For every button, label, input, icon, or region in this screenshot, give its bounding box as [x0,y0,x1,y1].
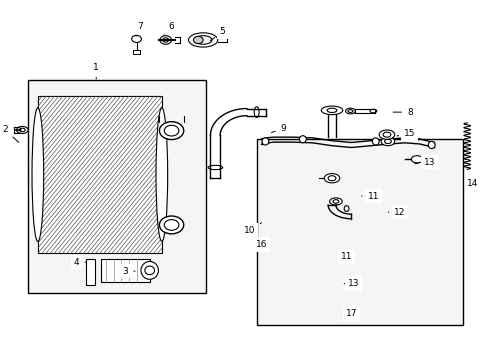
Ellipse shape [299,136,305,143]
Ellipse shape [17,126,28,134]
Text: 2: 2 [2,126,19,143]
Ellipse shape [378,130,394,139]
Text: 13: 13 [344,279,359,288]
Text: 7: 7 [136,22,142,36]
Ellipse shape [193,36,203,44]
Bar [38,96,162,253]
Ellipse shape [427,141,434,149]
Text: 11: 11 [340,252,352,261]
Text: 10: 10 [243,223,261,234]
Text: 11: 11 [361,192,378,201]
Ellipse shape [327,176,335,181]
Text: 1: 1 [93,63,99,79]
Ellipse shape [326,108,336,112]
Ellipse shape [324,174,339,183]
Text: 17: 17 [345,310,357,319]
Text: 16: 16 [255,240,267,249]
Ellipse shape [163,38,168,42]
Text: 15: 15 [396,129,415,138]
Ellipse shape [380,137,394,146]
Ellipse shape [159,122,183,140]
Ellipse shape [160,36,171,44]
Ellipse shape [188,33,217,47]
Ellipse shape [159,216,183,234]
Ellipse shape [384,139,390,144]
Text: 6: 6 [163,22,174,35]
Ellipse shape [410,156,422,163]
Text: 8: 8 [392,108,412,117]
Ellipse shape [345,108,355,114]
Ellipse shape [194,36,211,44]
Text: 12: 12 [387,208,405,217]
Ellipse shape [332,200,338,203]
Text: 9: 9 [271,124,285,133]
Text: 5: 5 [210,27,225,41]
Ellipse shape [131,35,141,42]
Ellipse shape [164,125,179,136]
Ellipse shape [156,108,167,242]
Bar [86,258,95,285]
Ellipse shape [164,220,179,230]
Bar [28,80,205,293]
Text: 13: 13 [414,158,434,167]
Ellipse shape [372,138,378,145]
Bar [132,50,140,54]
Text: 14: 14 [467,179,478,189]
Ellipse shape [321,106,342,114]
Ellipse shape [141,261,158,279]
Ellipse shape [329,198,342,205]
Text: 3: 3 [122,267,135,276]
Ellipse shape [262,138,268,145]
Ellipse shape [382,132,390,137]
Text: 4: 4 [74,258,86,267]
Bar [101,258,149,282]
Bar [256,139,462,325]
Ellipse shape [144,266,154,275]
Ellipse shape [32,108,43,242]
Ellipse shape [20,128,25,132]
